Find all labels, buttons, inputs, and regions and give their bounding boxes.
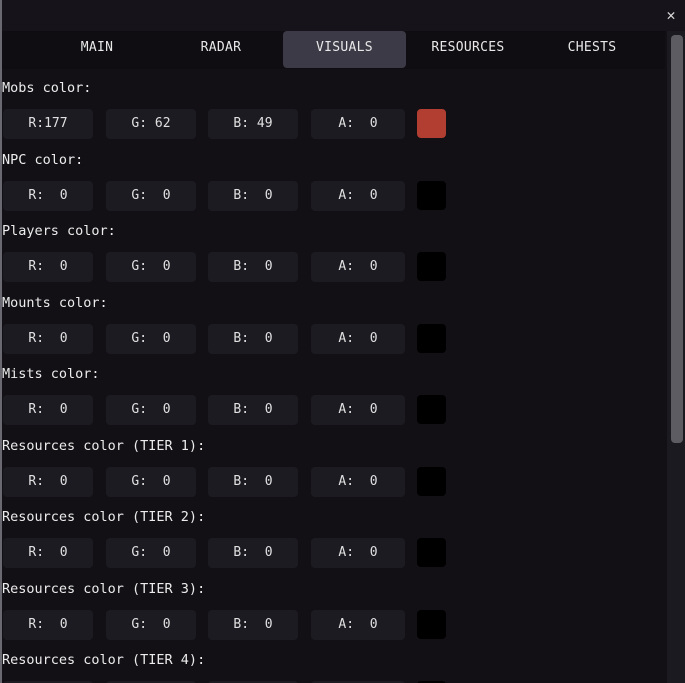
color-label: Resources color (TIER 4):	[2, 652, 206, 668]
color-b-input[interactable]: B: 0	[208, 395, 298, 425]
color-label: Resources color (TIER 3):	[2, 580, 206, 597]
color-b-input[interactable]: B: 49	[208, 109, 298, 139]
color-g-input[interactable]: G: 0	[106, 395, 196, 425]
tab-resources[interactable]: RESOURCES	[431, 40, 505, 55]
color-swatch[interactable]	[417, 109, 446, 138]
color-r-input[interactable]: R: 0	[3, 609, 93, 640]
color-swatch[interactable]	[417, 681, 446, 683]
color-g-input[interactable]: G: 0	[106, 323, 196, 354]
color-r-input[interactable]: R: 0	[3, 466, 93, 497]
color-a-input[interactable]: A: 0	[311, 109, 405, 139]
color-b-input[interactable]: B: 0	[208, 466, 298, 497]
color-swatch[interactable]	[417, 323, 446, 353]
color-swatch[interactable]	[417, 180, 446, 210]
color-a-input[interactable]: A: 0	[311, 538, 405, 568]
tab-bar: MAIN RADAR VISUALS RESOURCES CHESTS	[2, 31, 665, 69]
color-swatch[interactable]	[417, 252, 446, 281]
color-r-input[interactable]: R: 0	[3, 538, 93, 568]
color-label: Players color:	[2, 223, 116, 239]
color-r-input[interactable]: R:177	[3, 109, 93, 139]
color-g-input[interactable]: G: 0	[106, 252, 196, 282]
color-b-input[interactable]: B: 0	[208, 538, 298, 568]
close-icon[interactable]: ✕	[666, 6, 676, 24]
color-swatch[interactable]	[417, 395, 446, 424]
color-b-input[interactable]	[208, 681, 298, 683]
color-label: Resources color (TIER 1):	[2, 437, 206, 454]
color-r-input[interactable]: R: 0	[3, 180, 93, 211]
color-g-input[interactable]	[106, 681, 196, 683]
color-a-input[interactable]: A: 0	[311, 466, 405, 497]
tab-visuals[interactable]: VISUALS	[283, 31, 406, 68]
color-label: Resources color (TIER 2):	[2, 509, 206, 525]
color-r-input[interactable]	[3, 681, 93, 683]
scrollbar-thumb[interactable]	[671, 35, 683, 443]
title-bar	[0, 0, 685, 31]
color-b-input[interactable]: B: 0	[208, 252, 298, 282]
color-swatch[interactable]	[417, 609, 446, 639]
tab-main[interactable]: MAIN	[80, 40, 114, 55]
color-swatch[interactable]	[417, 466, 446, 496]
color-r-input[interactable]: R: 0	[3, 252, 93, 282]
color-b-input[interactable]: B: 0	[208, 609, 298, 640]
color-g-input[interactable]: G: 0	[106, 180, 196, 211]
color-label: Mounts color:	[2, 294, 108, 311]
color-g-input[interactable]: G: 0	[106, 609, 196, 640]
color-b-input[interactable]: B: 0	[208, 180, 298, 211]
color-a-input[interactable]	[311, 681, 405, 683]
color-g-input[interactable]: G: 0	[106, 538, 196, 568]
tab-chests[interactable]: CHESTS	[567, 40, 617, 55]
color-a-input[interactable]: A: 0	[311, 252, 405, 282]
color-r-input[interactable]: R: 0	[3, 395, 93, 425]
visuals-settings-panel: Mobs color: R:177 G: 62 B: 49 A: 0 NPC color:…	[2, 69, 667, 683]
color-a-input[interactable]: A: 0	[311, 395, 405, 425]
color-a-input[interactable]: A: 0	[311, 323, 405, 354]
color-a-input[interactable]: A: 0	[311, 180, 405, 211]
color-a-input[interactable]: A: 0	[311, 609, 405, 640]
color-r-input[interactable]: R: 0	[3, 323, 93, 354]
color-g-input[interactable]: G: 0	[106, 466, 196, 497]
color-label: Mists color:	[2, 366, 100, 382]
window-border	[0, 0, 2, 683]
color-label: Mobs color:	[2, 80, 92, 96]
color-label: NPC color:	[2, 151, 84, 168]
color-g-input[interactable]: G: 62	[106, 109, 196, 139]
color-swatch[interactable]	[417, 538, 446, 567]
color-b-input[interactable]: B: 0	[208, 323, 298, 354]
tab-radar[interactable]: RADAR	[200, 40, 242, 55]
